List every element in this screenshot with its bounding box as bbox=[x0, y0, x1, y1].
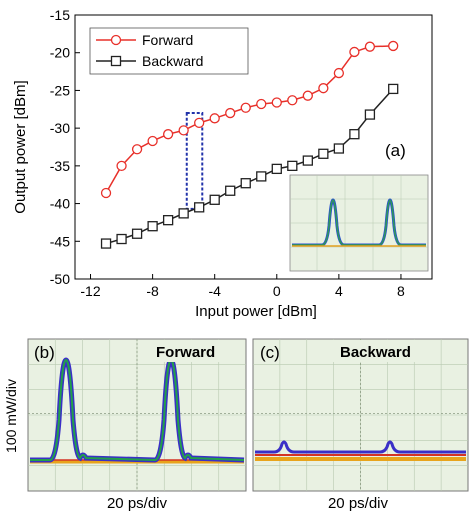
panel-b-label: (b) bbox=[34, 343, 55, 362]
legend-forward-label: Forward bbox=[142, 32, 193, 48]
data-point-backward bbox=[225, 185, 236, 196]
data-point-backward bbox=[100, 238, 112, 249]
panel-b-title: Forward bbox=[156, 344, 215, 361]
x-tick-label: -8 bbox=[146, 283, 159, 299]
panel-a-legend: Forward Backward bbox=[89, 27, 249, 75]
x-tick-label: 8 bbox=[397, 283, 405, 299]
y-tick-label: -35 bbox=[50, 158, 70, 174]
legend-backward-label: Backward bbox=[142, 53, 203, 69]
data-point-backward bbox=[147, 221, 158, 232]
y-tick-label: -50 bbox=[50, 271, 70, 287]
data-point-forward bbox=[256, 98, 267, 110]
x-tick-label: -12 bbox=[80, 283, 100, 299]
x-tick-label: 4 bbox=[335, 283, 343, 299]
data-point-forward bbox=[178, 125, 189, 136]
data-point-forward bbox=[194, 117, 205, 129]
data-point-forward bbox=[364, 41, 376, 52]
data-point-forward bbox=[333, 67, 345, 79]
panel-a-y-axis: -15 -20 -25 -30 -35 -40 -45 -50 bbox=[50, 7, 80, 287]
data-point-backward bbox=[162, 215, 174, 226]
data-point-forward bbox=[302, 90, 313, 101]
panel-a-xlabel: Input power [dBm] bbox=[195, 303, 317, 320]
panel-a-series bbox=[100, 40, 399, 249]
data-point-forward bbox=[162, 129, 174, 140]
shared-ylabel: 100 mW/div bbox=[3, 379, 19, 453]
data-point-forward bbox=[147, 135, 158, 147]
data-point-backward bbox=[194, 202, 205, 213]
y-tick-label: -30 bbox=[50, 120, 70, 136]
panel-b-pulse-trace-green bbox=[30, 358, 245, 462]
data-point-forward bbox=[349, 46, 360, 58]
data-point-backward bbox=[116, 233, 127, 245]
data-point-forward bbox=[131, 144, 143, 155]
data-point-backward bbox=[333, 143, 345, 154]
legend-forward-marker bbox=[110, 34, 122, 46]
data-point-forward bbox=[240, 102, 251, 113]
data-point-forward bbox=[100, 187, 112, 199]
panel-a-ylabel: Output power [dBm] bbox=[12, 80, 29, 213]
panel-b-xlabel: 20 ps/div bbox=[107, 495, 168, 512]
panel-b: (b) Forward 20 ps/div 100 mW/div bbox=[3, 338, 247, 512]
data-point-forward bbox=[287, 95, 298, 106]
data-point-backward bbox=[131, 228, 143, 239]
panel-c: (c) Backward 20 ps/div bbox=[252, 338, 469, 512]
data-point-backward bbox=[178, 208, 189, 219]
panel-a-inset-trace bbox=[289, 174, 429, 272]
data-point-backward bbox=[302, 155, 313, 166]
data-point-forward bbox=[388, 40, 399, 52]
panel-c-xlabel: 20 ps/div bbox=[328, 495, 389, 512]
legend-backward-marker bbox=[110, 55, 122, 67]
panel-a-label: (a) bbox=[385, 141, 406, 160]
data-point-forward bbox=[271, 97, 282, 108]
y-tick-label: -15 bbox=[50, 7, 70, 23]
panel-a-plot-area bbox=[74, 14, 433, 280]
y-tick-label: -20 bbox=[50, 45, 70, 61]
data-point-backward bbox=[287, 160, 298, 172]
data-point-backward bbox=[271, 163, 282, 175]
panel-a-highlight-box bbox=[185, 112, 204, 210]
data-point-forward bbox=[116, 160, 127, 172]
y-tick-label: -25 bbox=[50, 82, 70, 98]
panel-c-pulse-trace bbox=[255, 440, 466, 454]
panel-c-label: (c) bbox=[260, 343, 280, 362]
data-point-backward bbox=[209, 194, 220, 205]
data-point-backward bbox=[256, 171, 267, 182]
x-tick-label: 0 bbox=[273, 283, 281, 299]
data-point-backward bbox=[388, 83, 399, 95]
data-point-forward bbox=[318, 83, 329, 94]
data-point-forward bbox=[209, 113, 220, 124]
x-tick-label: -4 bbox=[208, 283, 221, 299]
y-tick-label: -45 bbox=[50, 233, 70, 249]
data-point-backward bbox=[240, 178, 251, 189]
panel-a-x-axis: -12 -8 -4 0 4 8 bbox=[80, 274, 405, 299]
y-tick-label: -40 bbox=[50, 196, 70, 212]
data-point-backward bbox=[318, 148, 329, 159]
data-point-backward bbox=[364, 109, 376, 120]
panel-c-title: Backward bbox=[340, 344, 411, 361]
data-point-forward bbox=[225, 107, 236, 119]
data-point-backward bbox=[349, 129, 360, 140]
